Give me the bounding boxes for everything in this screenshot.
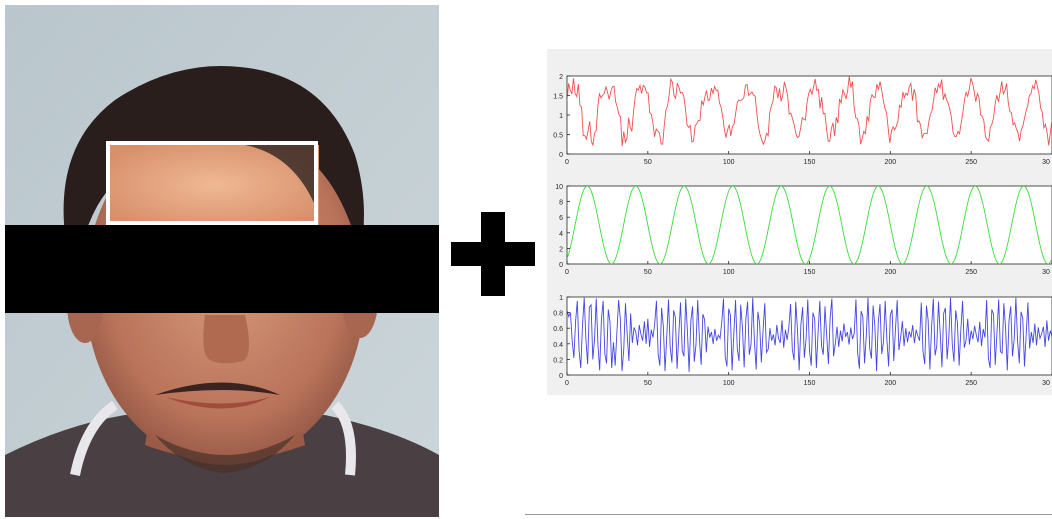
x-tick-label: 50: [644, 269, 652, 276]
hair-fringe: [245, 145, 317, 210]
x-tick-label: 50: [644, 380, 652, 387]
x-tick-label: 100: [723, 380, 735, 387]
y-tick-label: 1: [559, 113, 563, 120]
y-tick-label: 0.2: [553, 357, 563, 364]
x-tick-label: 50: [644, 159, 652, 166]
y-tick-label: 0: [559, 152, 563, 159]
y-tick-label: 0.6: [553, 326, 563, 333]
x-tick-label: 30: [1042, 380, 1050, 387]
x-tick-label: 30: [1042, 269, 1050, 276]
plus-icon: [451, 212, 535, 296]
x-tick-label: 0: [565, 380, 569, 387]
x-tick-label: 250: [965, 269, 977, 276]
y-tick-label: 2: [559, 74, 563, 81]
x-tick-label: 100: [723, 159, 735, 166]
nose: [203, 315, 249, 364]
plot-3: 0 0.2 0.4 0.6 0.8 1 0 50 100 150 200 250 30: [553, 295, 1052, 387]
hair: [63, 65, 364, 255]
censor-bar: [5, 225, 439, 313]
x-tick-label: 30: [1042, 159, 1050, 166]
x-tick-label: 100: [723, 269, 735, 276]
mustache: [155, 382, 280, 395]
x-tick-label: 200: [884, 269, 896, 276]
plot-1: 0 0.5 1 1.5 2 0 50 100 150 200 250 30: [553, 74, 1052, 166]
plot-axes-box: [566, 185, 1052, 265]
y-tick-label: 4: [559, 231, 563, 238]
y-tick-label: 2: [559, 246, 563, 253]
y-tick-label: 0.4: [553, 342, 563, 349]
plot-series-line: [567, 76, 1052, 147]
face-photo: [5, 5, 439, 517]
divider-line: [525, 514, 1052, 515]
y-tick-label: 0: [559, 262, 563, 269]
y-tick-label: 0.5: [553, 133, 563, 140]
y-tick-label: 6: [559, 215, 563, 222]
x-tick-label: 150: [804, 269, 816, 276]
beard: [155, 435, 295, 473]
x-tick-label: 250: [965, 159, 977, 166]
y-tick-label: 1: [559, 295, 563, 302]
y-tick-label: 0: [559, 373, 563, 380]
x-tick-label: 0: [565, 269, 569, 276]
y-tick-label: 8: [559, 200, 563, 207]
x-tick-label: 200: [884, 159, 896, 166]
y-tick-label: 10: [555, 184, 563, 191]
plot-axes-box: [566, 296, 1052, 376]
plot-axes-box: [566, 75, 1052, 155]
forehead-roi-box: [106, 141, 318, 225]
x-tick-label: 200: [884, 380, 896, 387]
x-tick-label: 0: [565, 159, 569, 166]
plot-series-line: [567, 186, 1052, 264]
plot-series-line: [567, 297, 1052, 372]
x-tick-label: 150: [804, 380, 816, 387]
x-tick-label: 250: [965, 380, 977, 387]
y-tick-label: 0.8: [553, 311, 563, 318]
headphones: [70, 400, 356, 477]
mouth: [165, 397, 270, 409]
x-tick-label: 150: [804, 159, 816, 166]
y-tick-label: 1.5: [553, 94, 563, 101]
